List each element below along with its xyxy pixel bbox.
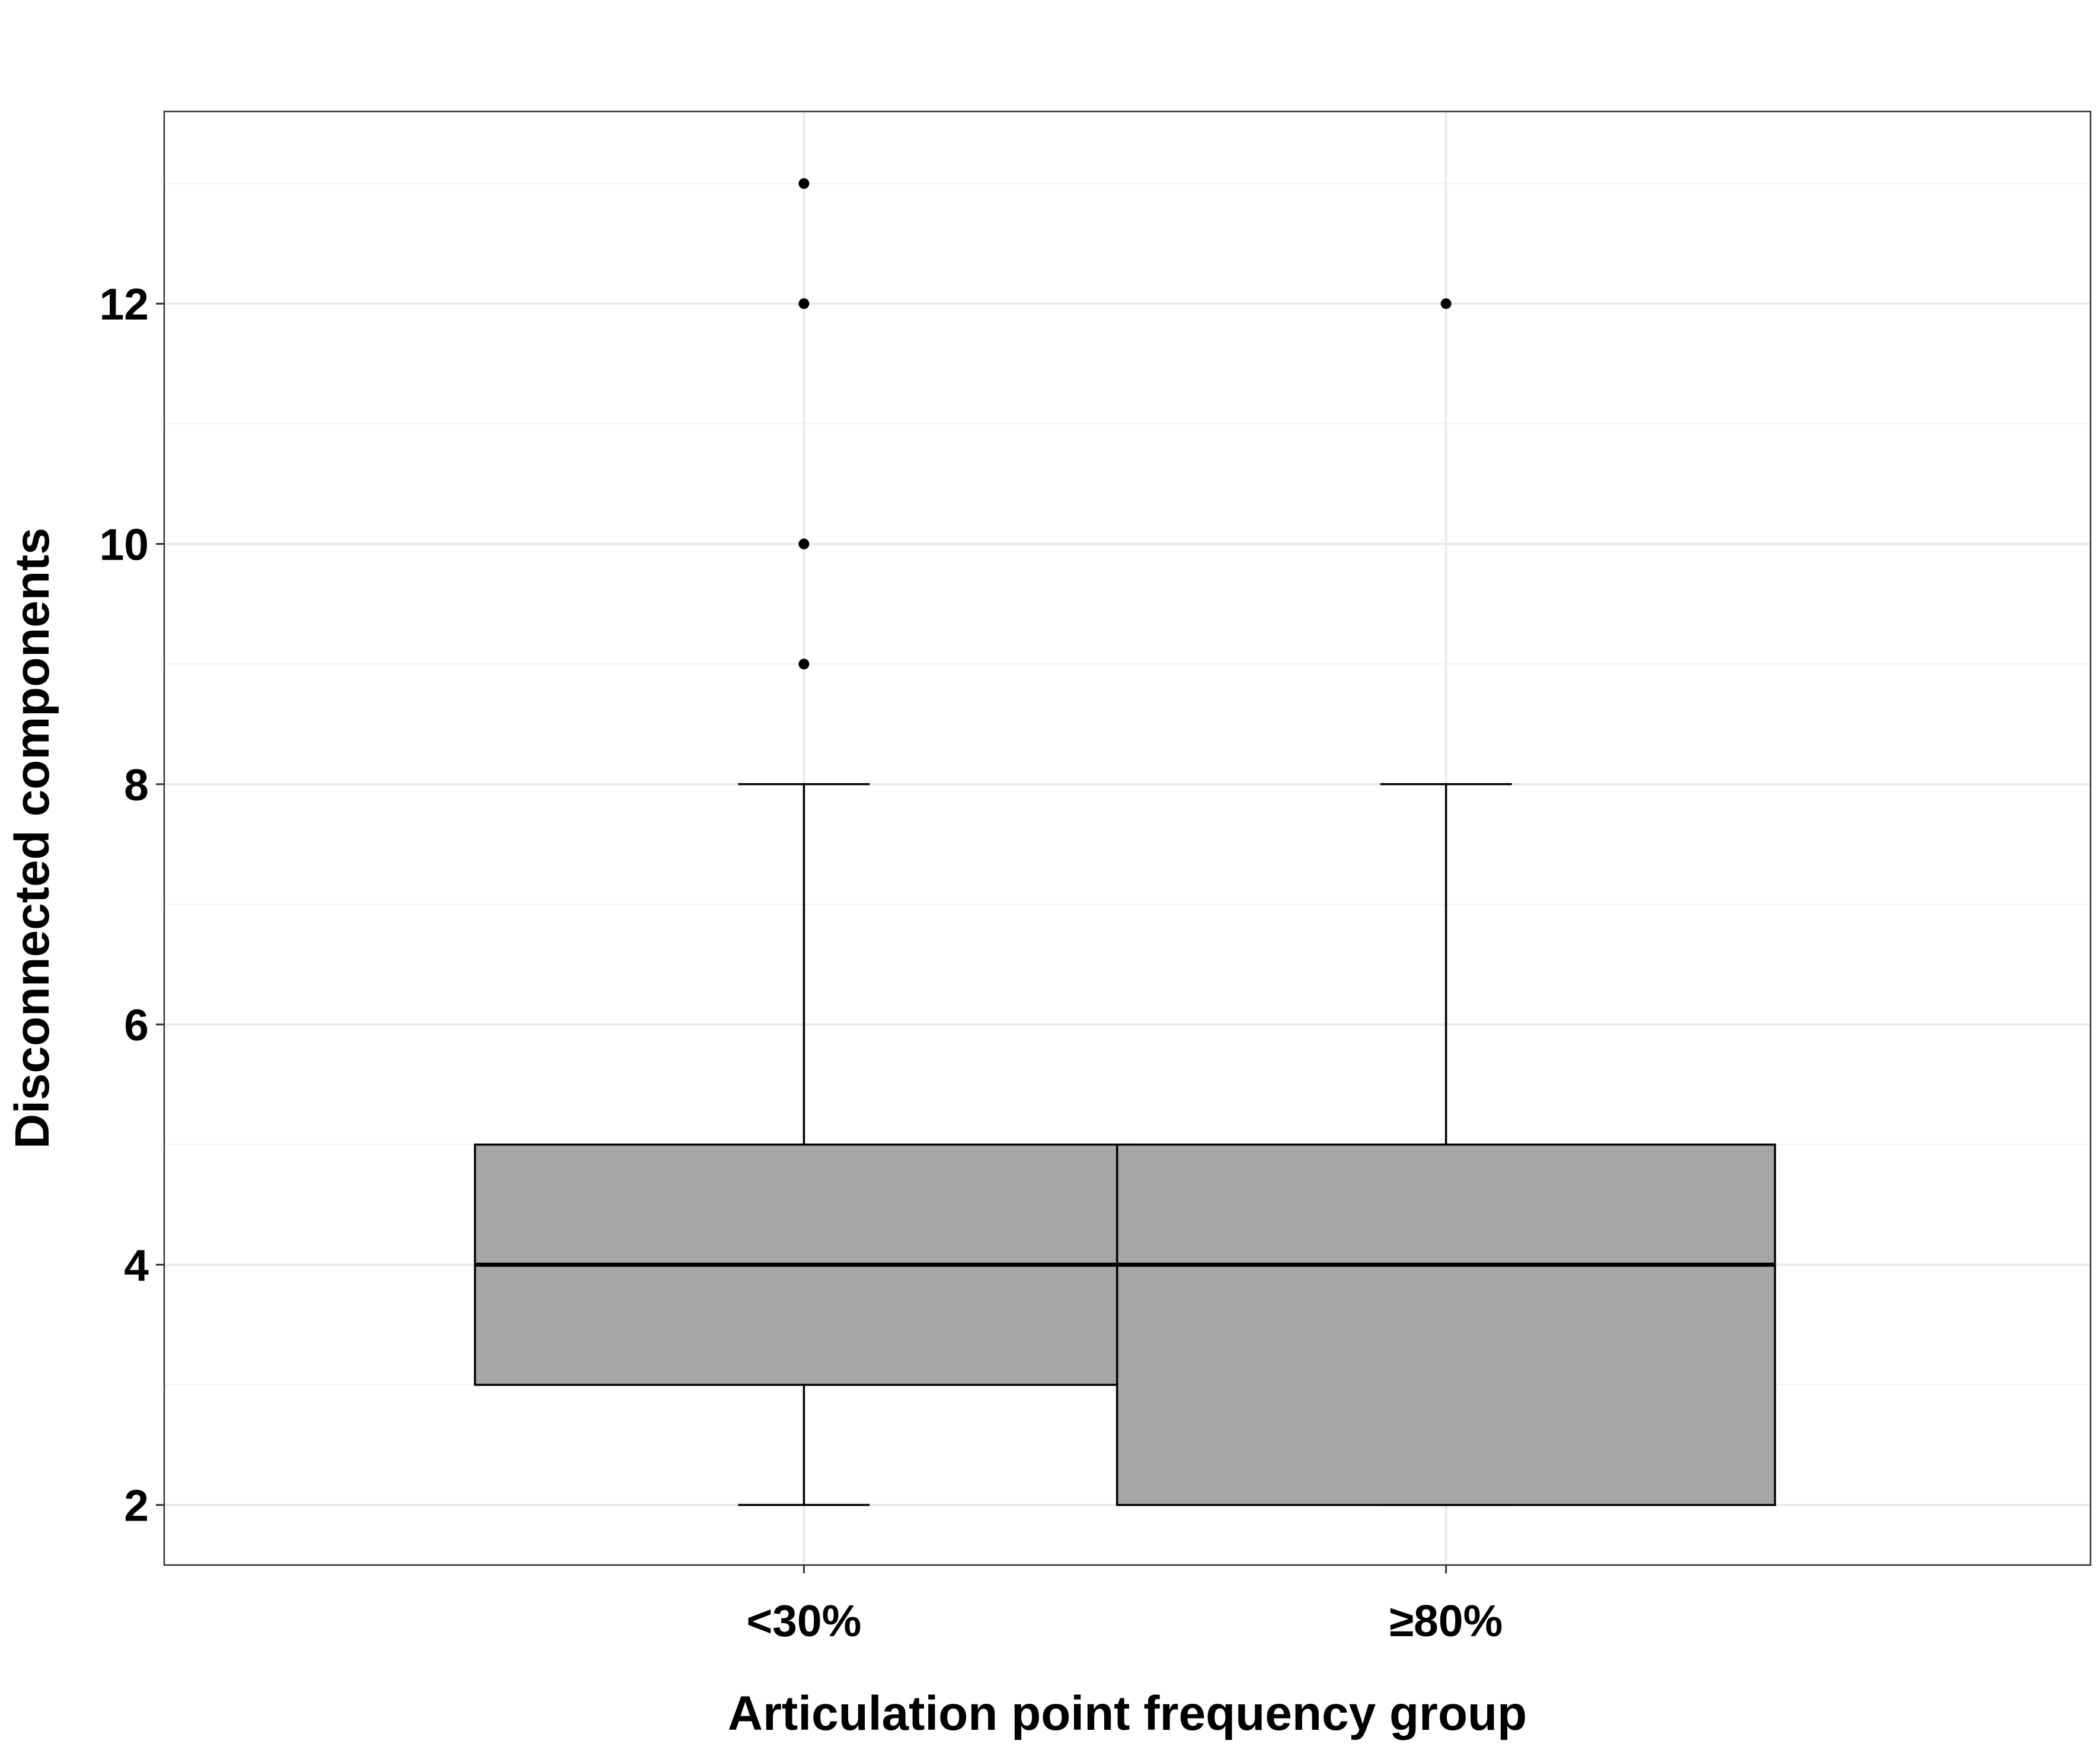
x-tick-label: <30% (746, 1596, 861, 1646)
plot-panel-border (163, 110, 2092, 1566)
y-tick-label: 2 (124, 1481, 149, 1531)
plot-panel (163, 110, 2092, 1566)
box-group (474, 178, 1134, 1506)
y-axis-title: Disconnected components (5, 528, 59, 1149)
outlier-point (798, 538, 810, 550)
y-tick-label: 8 (124, 760, 149, 810)
boxes (474, 178, 1776, 1506)
y-tick-label: 6 (124, 1000, 149, 1050)
y-tick-label: 12 (100, 279, 149, 329)
x-axis: <30% ≥80% (746, 1565, 1503, 1646)
iqr-box (1115, 1143, 1776, 1506)
outlier-point (798, 178, 810, 189)
x-axis-title: Articulation point frequency group (728, 1687, 1527, 1741)
outlier-point (1440, 298, 1452, 309)
outlier-point (798, 659, 810, 670)
x-tick-label: ≥80% (1389, 1596, 1503, 1646)
y-axis: 2 4 6 8 10 12 (100, 279, 164, 1531)
box-group (1115, 298, 1776, 1506)
y-tick-label: 10 (100, 520, 149, 570)
outlier-point (798, 298, 810, 309)
y-tick-label: 4 (124, 1240, 149, 1290)
